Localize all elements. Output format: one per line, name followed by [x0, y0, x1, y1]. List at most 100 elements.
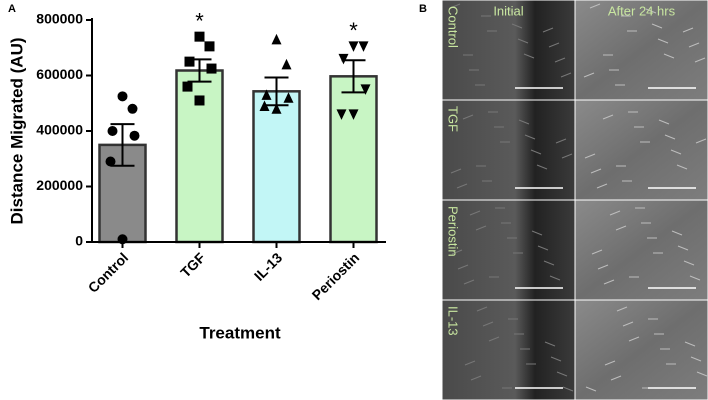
y-tick-label: 0 [75, 233, 83, 249]
cell [651, 23, 663, 29]
cell [671, 230, 683, 236]
data-point [127, 103, 138, 114]
cell [658, 119, 670, 125]
cell [690, 356, 702, 362]
cell [537, 245, 549, 251]
error-bar [110, 123, 135, 167]
cell [517, 38, 529, 44]
cell [451, 249, 463, 255]
cell [695, 138, 707, 144]
cell [689, 275, 701, 281]
cell [682, 27, 694, 33]
y-tick-label: 400000 [36, 122, 83, 138]
annotation: * [349, 18, 358, 43]
data-point [105, 156, 116, 167]
data-point [129, 130, 140, 141]
cell [688, 42, 700, 48]
data-point [336, 109, 347, 120]
column-label: After 24 hrs [608, 3, 676, 18]
cell [463, 279, 475, 285]
cell [476, 306, 488, 312]
data-point [261, 89, 272, 100]
data-point [338, 53, 349, 65]
cell [550, 356, 562, 362]
cell [694, 57, 706, 63]
cell [664, 134, 676, 140]
cell [585, 386, 597, 392]
y-axis-label: Distance Migrated (AU) [7, 37, 26, 224]
cell [696, 371, 708, 377]
cell [475, 225, 487, 231]
x-axis-label: Treatment [199, 323, 281, 342]
cell [523, 53, 535, 59]
cell [584, 153, 596, 159]
cell [450, 168, 462, 174]
cell [464, 360, 476, 366]
y-tick-label: 200000 [36, 177, 83, 193]
cell [524, 134, 536, 140]
cell [603, 279, 615, 285]
cell [549, 275, 561, 281]
cell [604, 360, 616, 366]
x-tick-label: IL-13 [251, 249, 286, 284]
panel-label: B [419, 3, 427, 15]
micrograph [575, 300, 708, 400]
cell [615, 225, 627, 231]
micrograph [442, 0, 575, 100]
cell [562, 386, 574, 392]
cell [531, 230, 543, 236]
cell [670, 149, 682, 155]
cell [548, 42, 560, 48]
cell [482, 321, 494, 327]
cell [530, 149, 542, 155]
data-point [281, 58, 292, 70]
data-point [360, 84, 371, 95]
cell [657, 38, 669, 44]
cell [583, 72, 595, 78]
error-bar [341, 59, 366, 94]
cell [684, 341, 696, 347]
data-point [194, 95, 205, 106]
cell [628, 336, 640, 342]
row-label: IL-13 [446, 306, 461, 336]
data-point [348, 109, 359, 120]
cell [544, 341, 556, 347]
micrograph [575, 0, 708, 100]
x-tick-label: TGF [177, 249, 208, 280]
data-point [259, 100, 270, 112]
micrograph [575, 100, 708, 200]
bar [252, 90, 301, 244]
cell [556, 371, 568, 377]
data-point [271, 103, 282, 114]
cell [511, 23, 523, 29]
row-label: Periostin [446, 206, 461, 257]
cell [609, 210, 621, 216]
annotation: * [195, 8, 204, 33]
cell [589, 3, 601, 9]
micrograph [442, 300, 575, 400]
cell [457, 264, 469, 270]
micrograph [575, 200, 708, 300]
bar [329, 75, 378, 244]
row-label: Control [446, 6, 461, 48]
data-point [271, 33, 282, 45]
x-tick-label: Periostin [309, 249, 363, 303]
column-label: Initial [493, 3, 523, 18]
cell [561, 153, 573, 159]
cell [543, 260, 555, 266]
data-point [194, 31, 205, 42]
cell [616, 306, 628, 312]
cell [560, 72, 572, 78]
panel-label: A [8, 3, 16, 15]
cell [518, 119, 530, 125]
cell [449, 3, 461, 9]
cell [456, 183, 468, 189]
cell [591, 249, 603, 255]
cell [622, 321, 634, 327]
cell [677, 245, 689, 251]
cell [542, 27, 554, 33]
x-tick-label: Control [85, 249, 132, 296]
micrograph [442, 100, 575, 200]
cell [555, 138, 567, 144]
